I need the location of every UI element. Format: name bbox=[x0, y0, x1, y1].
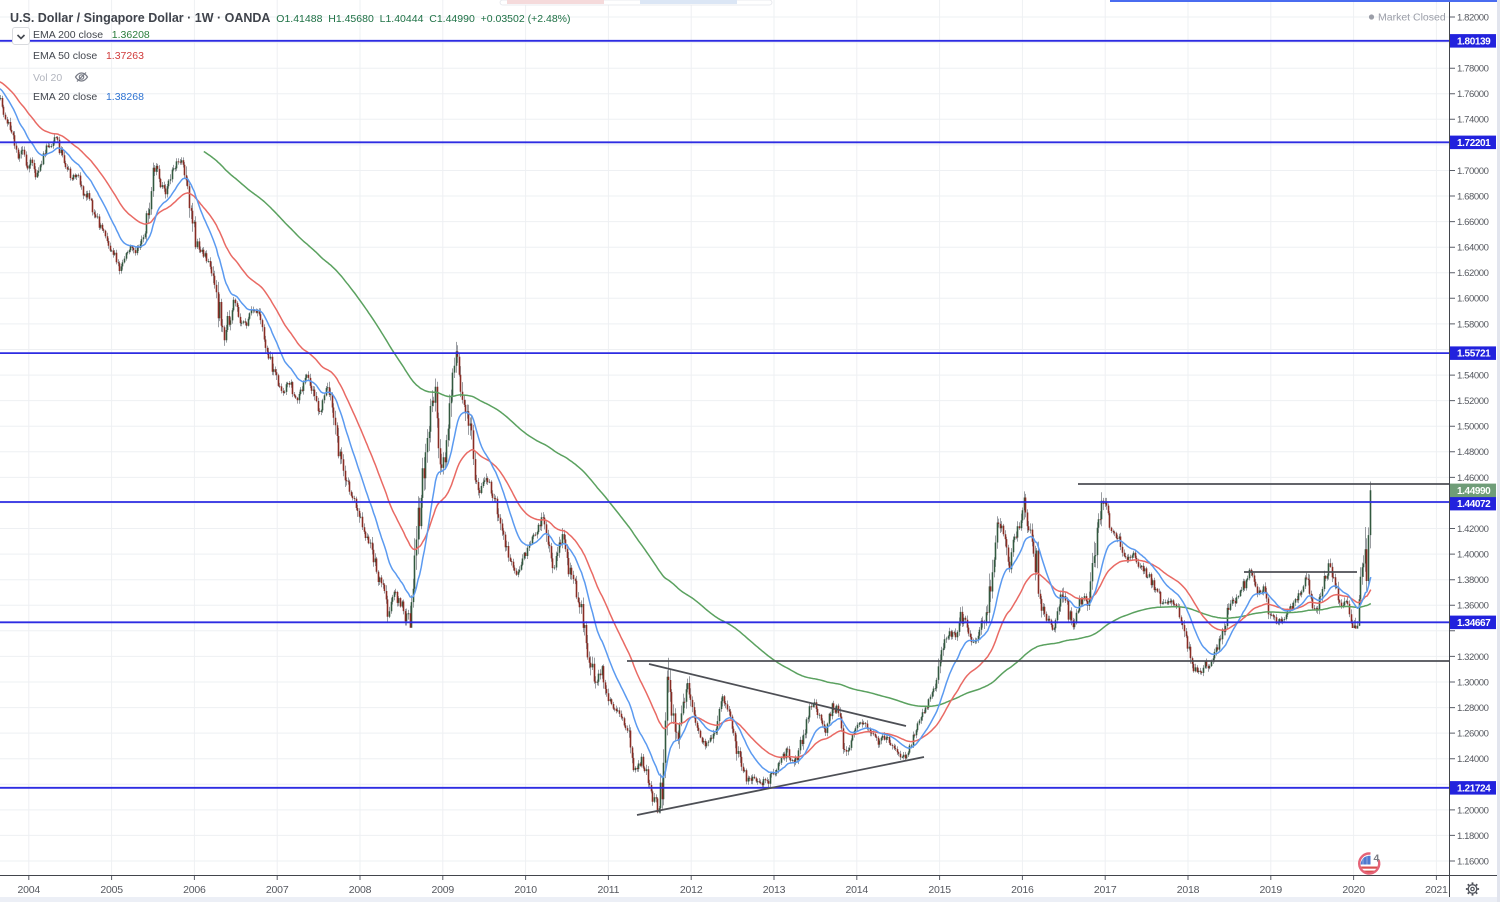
svg-text:1.21724: 1.21724 bbox=[1457, 783, 1491, 794]
svg-text:1.66000: 1.66000 bbox=[1457, 217, 1489, 228]
svg-text:1.18000: 1.18000 bbox=[1457, 831, 1489, 842]
svg-text:1.30000: 1.30000 bbox=[1457, 677, 1489, 688]
svg-text:1.34667: 1.34667 bbox=[1457, 618, 1491, 629]
svg-text:1.44990: 1.44990 bbox=[1457, 486, 1491, 497]
svg-text:2015: 2015 bbox=[928, 884, 951, 896]
svg-text:1.54000: 1.54000 bbox=[1457, 371, 1489, 382]
svg-text:2018: 2018 bbox=[1177, 884, 1200, 896]
svg-text:1.16000: 1.16000 bbox=[1457, 856, 1489, 867]
svg-text:1.46000: 1.46000 bbox=[1457, 473, 1489, 484]
svg-text:1.20000: 1.20000 bbox=[1457, 805, 1489, 816]
svg-text:1.36000: 1.36000 bbox=[1457, 601, 1489, 612]
svg-text:1.80139: 1.80139 bbox=[1457, 36, 1491, 47]
svg-text:1.60000: 1.60000 bbox=[1457, 294, 1489, 305]
svg-text:1.32000: 1.32000 bbox=[1457, 652, 1489, 663]
svg-text:1.38000: 1.38000 bbox=[1457, 575, 1489, 586]
svg-text:2021: 2021 bbox=[1425, 884, 1448, 896]
svg-text:2006: 2006 bbox=[183, 884, 206, 896]
svg-text:1.62000: 1.62000 bbox=[1457, 268, 1489, 279]
svg-text:1.78000: 1.78000 bbox=[1457, 64, 1489, 75]
svg-text:2013: 2013 bbox=[763, 884, 786, 896]
svg-text:2007: 2007 bbox=[266, 884, 289, 896]
svg-text:1.76000: 1.76000 bbox=[1457, 89, 1489, 100]
svg-text:2020: 2020 bbox=[1342, 884, 1365, 896]
svg-text:2004: 2004 bbox=[18, 884, 41, 896]
svg-text:2010: 2010 bbox=[514, 884, 537, 896]
svg-text:1.26000: 1.26000 bbox=[1457, 729, 1489, 740]
svg-text:2019: 2019 bbox=[1260, 884, 1283, 896]
svg-text:1.52000: 1.52000 bbox=[1457, 396, 1489, 407]
svg-text:2014: 2014 bbox=[846, 884, 869, 896]
svg-text:1.48000: 1.48000 bbox=[1457, 447, 1489, 458]
svg-text:2012: 2012 bbox=[680, 884, 703, 896]
svg-text:1.28000: 1.28000 bbox=[1457, 703, 1489, 714]
svg-text:1.74000: 1.74000 bbox=[1457, 115, 1489, 126]
svg-text:2009: 2009 bbox=[432, 884, 455, 896]
svg-text:1.50000: 1.50000 bbox=[1457, 422, 1489, 433]
svg-text:1.44072: 1.44072 bbox=[1457, 499, 1491, 510]
svg-text:2016: 2016 bbox=[1011, 884, 1034, 896]
svg-text:1.40000: 1.40000 bbox=[1457, 550, 1489, 561]
svg-text:1.72201: 1.72201 bbox=[1457, 138, 1491, 149]
svg-text:1.24000: 1.24000 bbox=[1457, 754, 1489, 765]
svg-text:2011: 2011 bbox=[598, 884, 620, 896]
svg-text:1.64000: 1.64000 bbox=[1457, 243, 1489, 254]
svg-text:4: 4 bbox=[1374, 853, 1380, 865]
svg-text:1.70000: 1.70000 bbox=[1457, 166, 1489, 177]
svg-text:1.55721: 1.55721 bbox=[1457, 349, 1491, 360]
svg-text:2008: 2008 bbox=[349, 884, 372, 896]
svg-text:Market Closed: Market Closed bbox=[1378, 12, 1446, 24]
svg-text:1.82000: 1.82000 bbox=[1457, 12, 1489, 23]
svg-text:2017: 2017 bbox=[1094, 884, 1117, 896]
svg-text:1.42000: 1.42000 bbox=[1457, 524, 1489, 535]
svg-text:1.58000: 1.58000 bbox=[1457, 319, 1489, 330]
svg-text:2005: 2005 bbox=[100, 884, 123, 896]
svg-text:1.68000: 1.68000 bbox=[1457, 191, 1489, 202]
